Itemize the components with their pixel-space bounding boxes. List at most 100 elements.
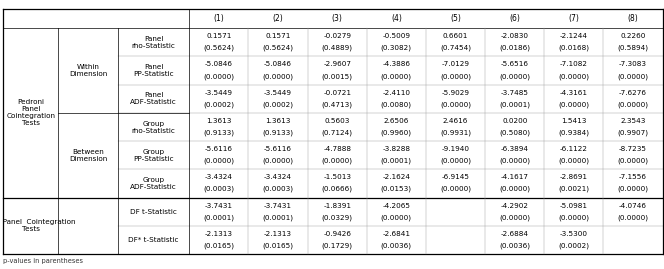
Text: (5): (5) (450, 14, 461, 23)
Text: -0.5009: -0.5009 (382, 33, 410, 39)
Text: -6.3894: -6.3894 (501, 146, 529, 152)
Text: (8): (8) (627, 14, 639, 23)
Text: -4.2902: -4.2902 (501, 203, 529, 209)
Text: (0.5080): (0.5080) (499, 129, 531, 136)
Text: (0.0000): (0.0000) (618, 158, 649, 164)
Text: DF* t-Statistic: DF* t-Statistic (128, 237, 179, 243)
Text: (0.0001): (0.0001) (203, 214, 234, 221)
Text: -2.1624: -2.1624 (382, 174, 410, 180)
Text: Panel
rho-Statistic: Panel rho-Statistic (131, 36, 176, 49)
Text: (0.1729): (0.1729) (321, 242, 353, 249)
Text: 1.3613: 1.3613 (206, 118, 232, 124)
Text: (0.0000): (0.0000) (499, 214, 531, 221)
Text: -0.0279: -0.0279 (323, 33, 351, 39)
Text: -2.9607: -2.9607 (323, 61, 351, 68)
Text: (0.4889): (0.4889) (321, 45, 353, 51)
Text: 0.0200: 0.0200 (502, 118, 527, 124)
Text: -4.1617: -4.1617 (501, 174, 529, 180)
Text: (0.0003): (0.0003) (262, 186, 293, 193)
Text: -8.7235: -8.7235 (619, 146, 647, 152)
Text: -4.0746: -4.0746 (619, 203, 647, 209)
Text: 0.1571: 0.1571 (266, 33, 291, 39)
Text: Group
PP-Statistic: Group PP-Statistic (133, 149, 174, 162)
Text: (0.0000): (0.0000) (618, 214, 649, 221)
Text: (0.0000): (0.0000) (440, 73, 471, 80)
Text: -5.6116: -5.6116 (205, 146, 233, 152)
Text: 1.5413: 1.5413 (561, 118, 586, 124)
Text: Between
Dimension: Between Dimension (69, 149, 108, 162)
Text: (0.9133): (0.9133) (203, 129, 234, 136)
Text: -7.3083: -7.3083 (619, 61, 647, 68)
Text: DF t-Statistic: DF t-Statistic (130, 209, 177, 215)
Text: (0.7124): (0.7124) (321, 129, 353, 136)
Text: (0.0165): (0.0165) (203, 242, 234, 249)
Text: -3.7431: -3.7431 (205, 203, 233, 209)
Text: (0.4713): (0.4713) (321, 101, 353, 108)
Text: 2.6506: 2.6506 (384, 118, 409, 124)
Text: (0.0000): (0.0000) (558, 214, 590, 221)
Text: 1.3613: 1.3613 (266, 118, 291, 124)
Text: (0.0000): (0.0000) (499, 158, 531, 164)
Text: (0.0002): (0.0002) (203, 101, 234, 108)
Text: 2.3543: 2.3543 (620, 118, 646, 124)
Text: (0.5624): (0.5624) (262, 45, 293, 51)
Text: (0.0000): (0.0000) (203, 73, 234, 80)
Text: -9.1940: -9.1940 (442, 146, 469, 152)
Text: (0.0000): (0.0000) (558, 158, 590, 164)
Text: (0.0165): (0.0165) (262, 242, 293, 249)
Text: 0.2260: 0.2260 (620, 33, 646, 39)
Text: 2.4616: 2.4616 (443, 118, 468, 124)
Text: -0.0721: -0.0721 (323, 90, 351, 96)
Text: -4.7888: -4.7888 (323, 146, 351, 152)
Text: (0.0186): (0.0186) (499, 45, 531, 51)
Text: (0.0002): (0.0002) (262, 101, 293, 108)
Text: (0.0001): (0.0001) (381, 158, 412, 164)
Text: (0.0001): (0.0001) (262, 214, 293, 221)
Text: (0.0036): (0.0036) (381, 242, 412, 249)
Text: (0.0000): (0.0000) (381, 73, 412, 80)
Text: Group
rho-Statistic: Group rho-Statistic (131, 121, 176, 134)
Text: (0.0000): (0.0000) (558, 73, 590, 80)
Text: (0.0000): (0.0000) (618, 101, 649, 108)
Text: (0.0000): (0.0000) (381, 214, 412, 221)
Text: (7): (7) (568, 14, 580, 23)
Text: -6.9145: -6.9145 (442, 174, 469, 180)
Text: -7.0129: -7.0129 (442, 61, 469, 68)
Text: (0.9960): (0.9960) (381, 129, 412, 136)
Text: -2.1313: -2.1313 (264, 231, 292, 237)
Text: (0.0000): (0.0000) (499, 73, 531, 80)
Text: -3.7431: -3.7431 (264, 203, 292, 209)
Text: Pedroni
Panel
Cointegration
Tests: Pedroni Panel Cointegration Tests (7, 100, 55, 126)
Text: -4.2065: -4.2065 (382, 203, 410, 209)
Text: -4.3161: -4.3161 (560, 90, 588, 96)
Text: (0.0000): (0.0000) (440, 101, 471, 108)
Text: -3.7485: -3.7485 (501, 90, 529, 96)
Text: -5.6116: -5.6116 (264, 146, 292, 152)
Text: Panel
PP-Statistic: Panel PP-Statistic (133, 64, 174, 77)
Text: (0.7454): (0.7454) (440, 45, 471, 51)
Text: (4): (4) (391, 14, 402, 23)
Text: -1.5013: -1.5013 (323, 174, 351, 180)
Text: -0.9426: -0.9426 (323, 231, 351, 237)
Text: (0.0000): (0.0000) (618, 73, 649, 80)
Text: -2.6884: -2.6884 (501, 231, 529, 237)
Text: (0.0001): (0.0001) (499, 101, 531, 108)
Text: (0.0666): (0.0666) (321, 186, 353, 193)
Text: (0.0080): (0.0080) (381, 101, 412, 108)
Text: (1): (1) (213, 14, 224, 23)
Text: -5.0846: -5.0846 (205, 61, 233, 68)
Text: -3.4324: -3.4324 (264, 174, 292, 180)
Text: -4.3886: -4.3886 (382, 61, 410, 68)
Text: -7.1082: -7.1082 (560, 61, 588, 68)
Text: -3.8288: -3.8288 (382, 146, 410, 152)
Text: -7.6276: -7.6276 (619, 90, 647, 96)
Text: (0.0153): (0.0153) (381, 186, 412, 193)
Text: -2.1313: -2.1313 (205, 231, 233, 237)
Text: -2.4110: -2.4110 (382, 90, 410, 96)
Text: (0.0000): (0.0000) (262, 158, 293, 164)
Text: (0.3082): (0.3082) (381, 45, 412, 51)
Text: (0.9133): (0.9133) (262, 129, 293, 136)
Text: -6.1122: -6.1122 (560, 146, 588, 152)
Text: (0.9931): (0.9931) (440, 129, 471, 136)
Text: -5.6516: -5.6516 (501, 61, 529, 68)
